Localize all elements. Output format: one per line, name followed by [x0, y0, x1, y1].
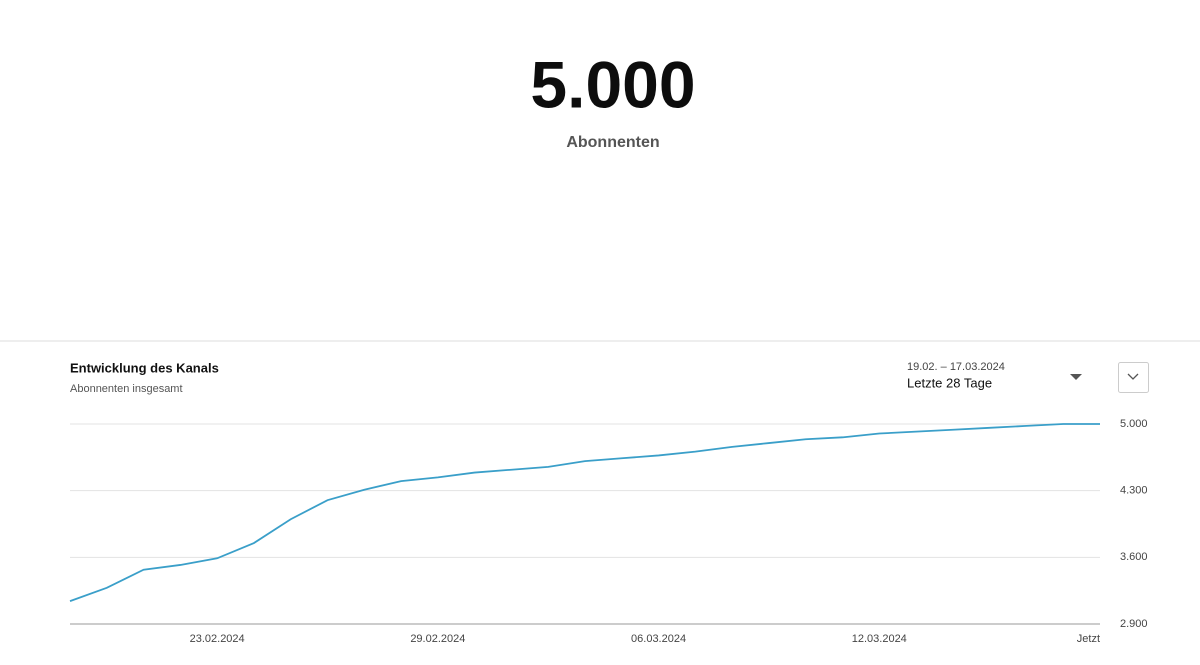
x-tick-label: 29.02.2024	[410, 633, 465, 645]
x-tick-label: 23.02.2024	[190, 633, 245, 645]
range-dates: 19.02. – 17.03.2024	[907, 361, 1005, 373]
chart-subtitle: Abonnenten insgesamt	[70, 383, 183, 395]
data-line	[69, 423, 1100, 602]
y-tick-label: 5.000	[1120, 418, 1148, 430]
x-tick-label: 12.03.2024	[852, 633, 907, 645]
y-tick-label: 2.900	[1120, 618, 1148, 630]
button-box	[1118, 362, 1149, 393]
range-selector[interactable]: 19.02. – 17.03.2024 Letzte 28 Tage	[907, 361, 1082, 391]
chevron-icon	[1127, 373, 1139, 380]
subscriber-count: 5.000	[530, 47, 695, 121]
x-tick-label: Jetzt	[1077, 633, 1100, 645]
subscriber-label: Abonnenten	[566, 134, 659, 151]
x-tick-label: 06.03.2024	[631, 633, 686, 645]
expand-button[interactable]	[1118, 362, 1149, 393]
chart-title: Entwicklung des Kanals	[70, 360, 219, 375]
range-name: Letzte 28 Tage	[907, 375, 992, 390]
y-tick-label: 3.600	[1120, 551, 1148, 563]
y-tick-label: 4.300	[1120, 485, 1148, 497]
dropdown-arrow	[1070, 374, 1082, 380]
